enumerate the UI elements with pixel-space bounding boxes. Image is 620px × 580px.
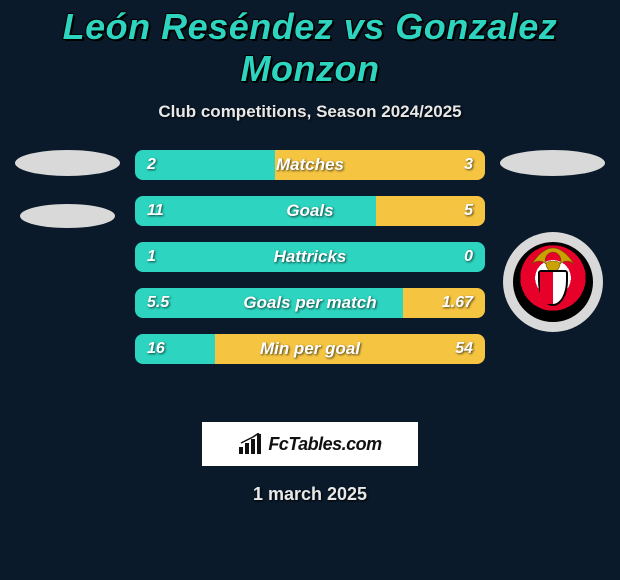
stat-row: 23Matches [135, 150, 485, 180]
left-team-logo-placeholder [15, 150, 120, 176]
stat-row: 1654Min per goal [135, 334, 485, 364]
stat-label: Goals [135, 196, 485, 226]
stat-label: Min per goal [135, 334, 485, 364]
left-player-photo-placeholder [20, 204, 115, 228]
page-title: León Reséndez vs Gonzalez Monzon [0, 0, 620, 90]
stat-label: Hattricks [135, 242, 485, 272]
bar-chart-icon [238, 433, 264, 455]
stat-label: Matches [135, 150, 485, 180]
right-team-logo-placeholder [500, 150, 605, 176]
shield-icon [538, 270, 568, 306]
stat-row: 115Goals [135, 196, 485, 226]
right-player-col [490, 150, 615, 332]
brand-text: FcTables.com [268, 434, 381, 455]
stat-label: Goals per match [135, 288, 485, 318]
left-player-col [5, 150, 130, 228]
stat-row: 5.51.67Goals per match [135, 288, 485, 318]
subtitle: Club competitions, Season 2024/2025 [0, 102, 620, 122]
comparison-area: 23Matches 115Goals 10Hattricks 5.51.67Goals… [0, 150, 620, 400]
right-club-badge [503, 232, 603, 332]
brand-badge: FcTables.com [202, 422, 418, 466]
stat-row: 10Hattricks [135, 242, 485, 272]
stat-bars: 23Matches 115Goals 10Hattricks 5.51.67Goals… [135, 150, 485, 380]
date: 1 march 2025 [0, 484, 620, 505]
